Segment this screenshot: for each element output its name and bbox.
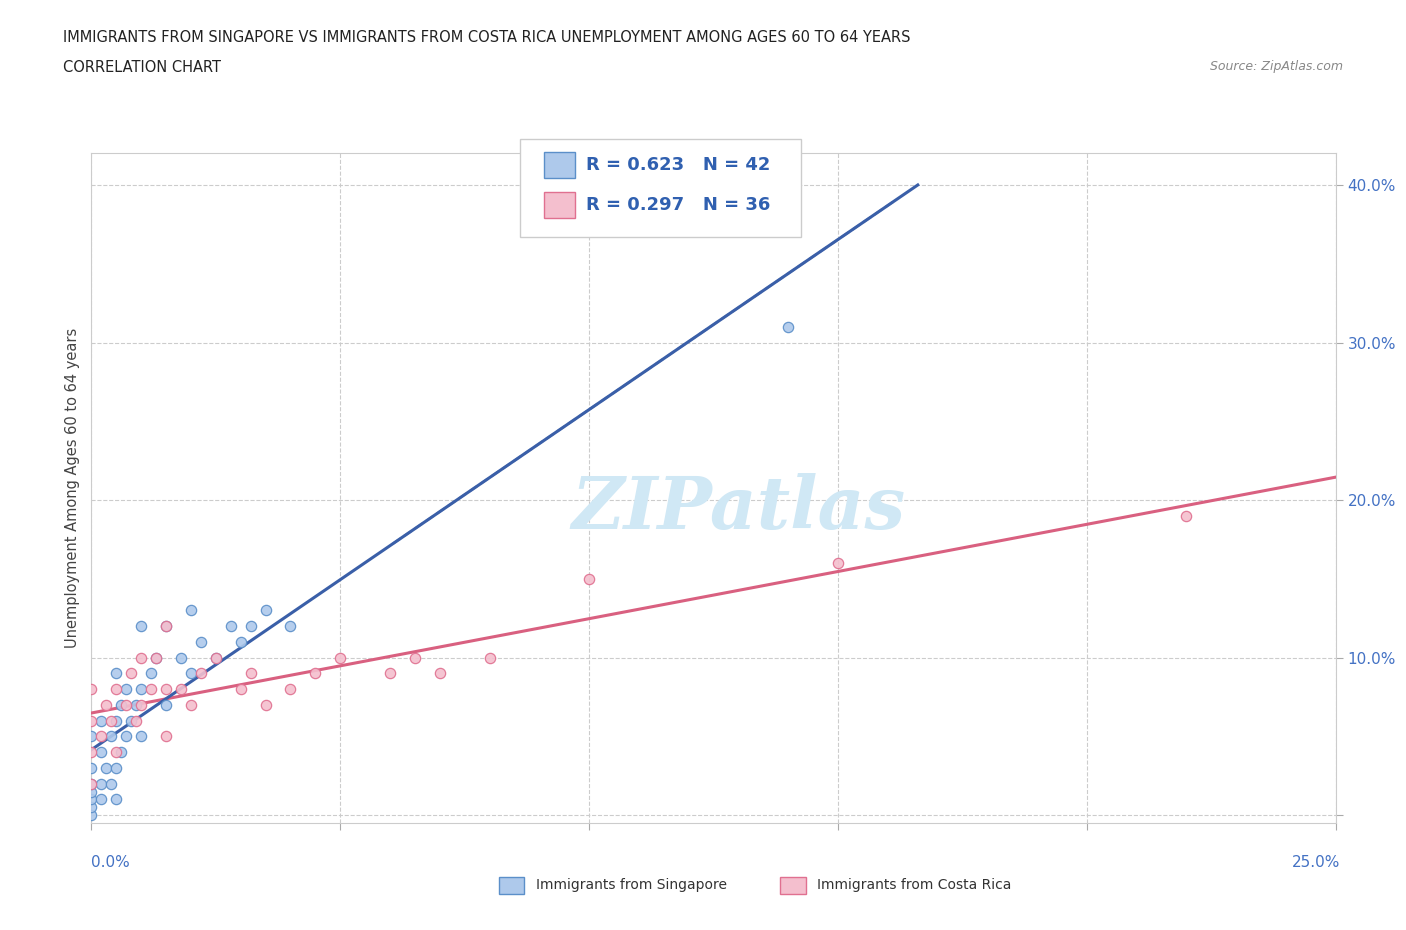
Point	[115, 682, 138, 697]
Point	[80, 808, 103, 823]
Point	[155, 682, 177, 697]
Point	[80, 800, 103, 815]
Point	[105, 666, 128, 681]
Point	[105, 792, 128, 807]
Point	[125, 713, 148, 728]
Point	[180, 603, 202, 618]
Text: Immigrants from Singapore: Immigrants from Singapore	[536, 878, 727, 893]
Point	[100, 729, 122, 744]
Point	[80, 792, 103, 807]
Point	[129, 729, 152, 744]
Point	[478, 650, 501, 665]
Point	[110, 698, 132, 712]
Text: IMMIGRANTS FROM SINGAPORE VS IMMIGRANTS FROM COSTA RICA UNEMPLOYMENT AMONG AGES : IMMIGRANTS FROM SINGAPORE VS IMMIGRANTS …	[63, 30, 911, 45]
Point	[100, 713, 122, 728]
Point	[145, 650, 167, 665]
Point	[105, 745, 128, 760]
Point	[254, 603, 277, 618]
Point	[125, 698, 148, 712]
Point	[129, 618, 152, 633]
Point	[578, 571, 600, 586]
Point	[80, 777, 103, 791]
Text: CORRELATION CHART: CORRELATION CHART	[63, 60, 221, 75]
Point	[404, 650, 426, 665]
Point	[170, 650, 193, 665]
Point	[129, 682, 152, 697]
Point	[205, 650, 228, 665]
Point	[105, 761, 128, 776]
Point	[100, 777, 122, 791]
Point	[139, 666, 162, 681]
Point	[190, 666, 212, 681]
Point	[378, 666, 401, 681]
Point	[1175, 509, 1198, 524]
Point	[180, 666, 202, 681]
Point	[105, 682, 128, 697]
Point	[239, 618, 262, 633]
Point	[105, 713, 128, 728]
Text: 25.0%: 25.0%	[1292, 855, 1340, 870]
Point	[155, 698, 177, 712]
Point	[190, 634, 212, 649]
Point	[155, 618, 177, 633]
Point	[80, 729, 103, 744]
Point	[229, 634, 252, 649]
Point	[280, 682, 302, 697]
Point	[329, 650, 352, 665]
Text: R = 0.623   N = 42: R = 0.623 N = 42	[586, 155, 770, 174]
Point	[145, 650, 167, 665]
Point	[80, 777, 103, 791]
Point	[139, 682, 162, 697]
Point	[80, 745, 103, 760]
Point	[80, 784, 103, 799]
Point	[80, 761, 103, 776]
Point	[115, 729, 138, 744]
Text: ZIPatlas: ZIPatlas	[571, 472, 905, 544]
Point	[120, 713, 142, 728]
Text: 0.0%: 0.0%	[91, 855, 131, 870]
Point	[115, 698, 138, 712]
Point	[254, 698, 277, 712]
Point	[129, 650, 152, 665]
Point	[429, 666, 451, 681]
Point	[90, 792, 112, 807]
Y-axis label: Unemployment Among Ages 60 to 64 years: Unemployment Among Ages 60 to 64 years	[65, 328, 80, 648]
Point	[155, 729, 177, 744]
Point	[120, 666, 142, 681]
Point	[90, 745, 112, 760]
Point	[219, 618, 242, 633]
Point	[304, 666, 326, 681]
Point	[229, 682, 252, 697]
Text: Immigrants from Costa Rica: Immigrants from Costa Rica	[817, 878, 1011, 893]
Point	[90, 729, 112, 744]
Point	[155, 618, 177, 633]
Point	[778, 319, 800, 334]
Point	[129, 698, 152, 712]
Point	[180, 698, 202, 712]
Point	[96, 698, 118, 712]
Point	[80, 713, 103, 728]
Point	[239, 666, 262, 681]
Point	[96, 761, 118, 776]
Point	[90, 777, 112, 791]
Text: Source: ZipAtlas.com: Source: ZipAtlas.com	[1209, 60, 1343, 73]
Point	[110, 745, 132, 760]
Text: R = 0.297   N = 36: R = 0.297 N = 36	[586, 195, 770, 214]
Point	[280, 618, 302, 633]
Point	[90, 713, 112, 728]
Point	[205, 650, 228, 665]
Point	[827, 555, 849, 570]
Point	[80, 682, 103, 697]
Point	[170, 682, 193, 697]
